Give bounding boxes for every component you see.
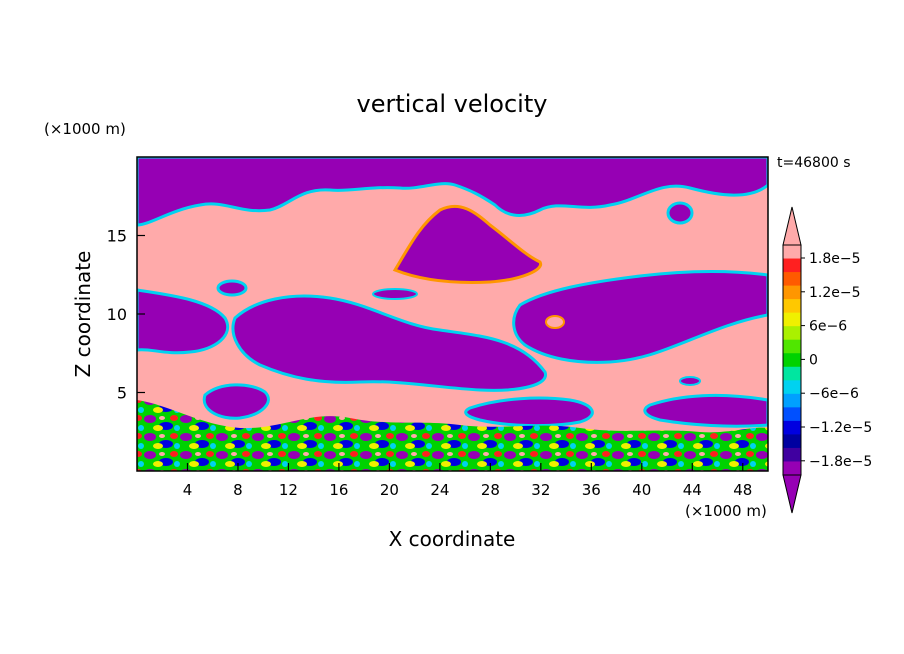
- x-tick-label: 32: [531, 481, 550, 499]
- negative-region-lower-right: [643, 393, 768, 428]
- negative-region-mid-left: [137, 288, 229, 355]
- x-tick-label: 36: [582, 481, 601, 499]
- colorbar-swatch: [783, 339, 801, 354]
- colorbar-swatch: [783, 434, 801, 449]
- colorbar-frame: [782, 244, 802, 476]
- negative-region-right: [512, 269, 768, 364]
- x-tick-label: 12: [279, 481, 298, 499]
- colorbar-swatch: [783, 326, 801, 341]
- chart-title: vertical velocity: [357, 90, 548, 118]
- colorbar-swatch: [783, 380, 801, 395]
- x-tick-label: 8: [233, 481, 243, 499]
- x-axis-label: X coordinate: [389, 527, 516, 551]
- negative-region-lower-left: [202, 383, 270, 420]
- y-axis: 5 10 15: [107, 227, 145, 403]
- negative-region-lower-mid: [464, 396, 594, 428]
- x-tick-label: 4: [183, 481, 193, 499]
- colorbar-swatch: [783, 285, 801, 300]
- colorbar-swatch: [783, 312, 801, 327]
- colorbar-swatch: [783, 461, 801, 476]
- y-axis-label: Z coordinate: [71, 251, 95, 378]
- x-tick-label: 28: [481, 481, 500, 499]
- x-tick-label: 16: [329, 481, 348, 499]
- y-tick-label: 5: [117, 384, 127, 403]
- colorbar-swatch: [783, 447, 801, 462]
- turbulent-boundary-layer: [137, 400, 768, 471]
- colorbar-bottom-arrow: [782, 474, 802, 514]
- x-tick-label: 20: [380, 481, 399, 499]
- small-cell: [545, 315, 565, 329]
- colorbar-swatch: [783, 407, 801, 422]
- small-cell: [666, 201, 694, 225]
- y-unit-label: (×1000 m): [44, 120, 126, 138]
- colorbar-label: 1.8e−5: [809, 251, 861, 267]
- x-tick-label: 40: [632, 481, 651, 499]
- colorbar-swatch: [783, 258, 801, 273]
- colorbar-swatch: [783, 245, 801, 260]
- small-cell: [679, 376, 701, 386]
- x-unit-label: (×1000 m): [685, 502, 767, 520]
- colorbar: 1.8e−5 1.2e−5 6e−6 0 −6e−6 −1.2e−5 −1.8e−5: [782, 206, 872, 514]
- negative-region-top: [137, 157, 768, 227]
- x-tick-label: 48: [733, 481, 752, 499]
- colorbar-swatch: [783, 272, 801, 287]
- colorbar-label: 6e−6: [809, 319, 847, 335]
- negative-region-center: [392, 204, 543, 284]
- field-plot: [137, 157, 768, 471]
- small-cell: [372, 288, 418, 300]
- colorbar-label: 1.2e−5: [809, 285, 861, 301]
- negative-region-mid-band: [231, 294, 547, 392]
- colorbar-swatch: [783, 393, 801, 408]
- colorbar-label: 0: [809, 352, 818, 368]
- colorbar-label: −1.2e−5: [809, 420, 872, 436]
- time-label: t=46800 s: [777, 155, 851, 171]
- colorbar-swatch: [783, 366, 801, 381]
- x-tick-label: 44: [683, 481, 702, 499]
- y-tick-label: 10: [107, 305, 127, 324]
- small-cell: [216, 279, 248, 297]
- colorbar-top-arrow: [782, 206, 802, 246]
- colorbar-swatch: [783, 353, 801, 368]
- colorbar-label: −1.8e−5: [809, 454, 872, 470]
- y-tick-label: 15: [107, 227, 127, 246]
- colorbar-label: −6e−6: [809, 386, 859, 402]
- x-tick-label: 24: [430, 481, 449, 499]
- colorbar-swatch: [783, 420, 801, 435]
- colorbar-swatch: [783, 299, 801, 314]
- x-axis: 4 8 12 16 20 24 28 32 36 40 44 48: [183, 463, 752, 499]
